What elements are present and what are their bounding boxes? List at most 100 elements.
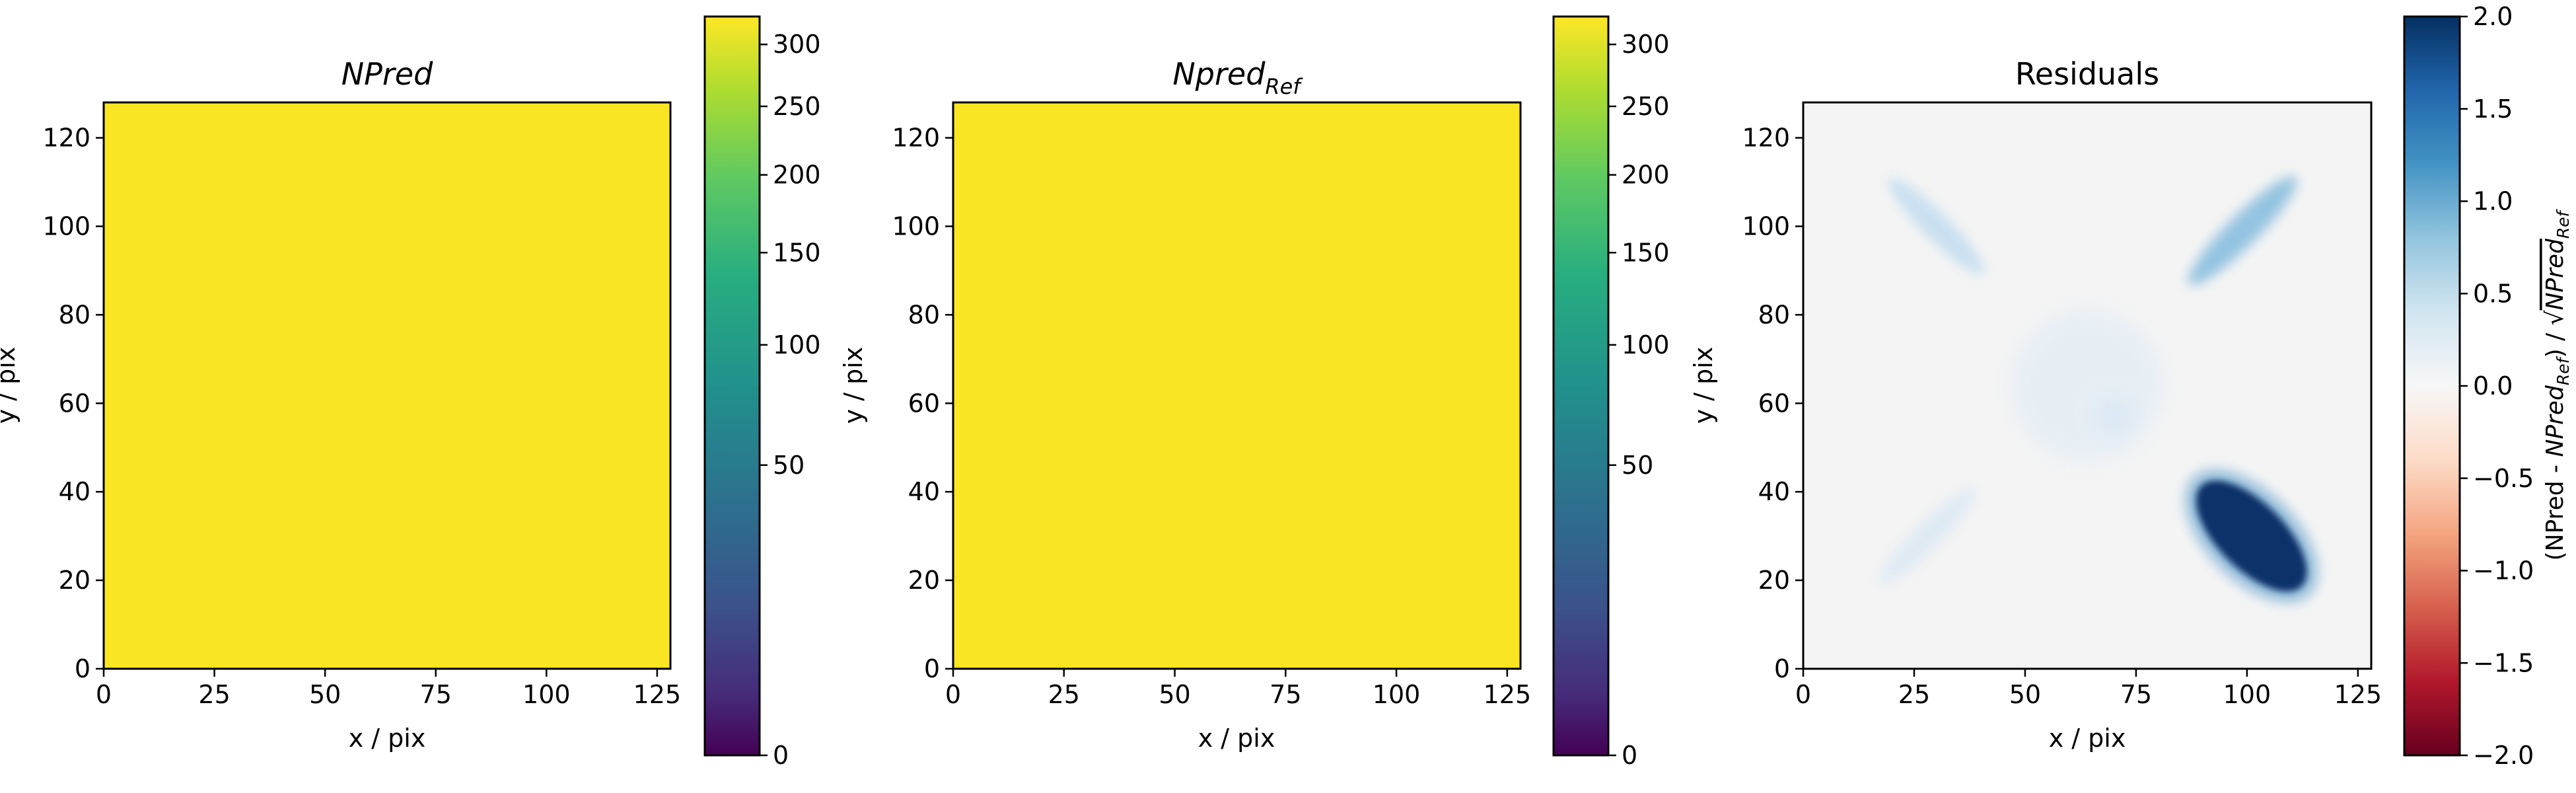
- npred-yticks: 0 20 40 60 80 100 120: [42, 124, 104, 683]
- npred-axes-frame: [102, 101, 672, 670]
- x-tick-label: 125: [633, 680, 682, 709]
- y-tick-label: 80: [1758, 300, 1790, 329]
- colorbar-tick-label: −1.5: [2473, 648, 2534, 677]
- x-tick-label: 125: [1484, 680, 1532, 709]
- y-tick-label: 60: [59, 389, 90, 418]
- colorbar-tick-label: 0: [1622, 741, 1637, 770]
- y-tick-label: 100: [42, 211, 90, 241]
- colorbar-tick-label: 50: [1622, 451, 1653, 480]
- residuals-xlabel: x / pix: [2049, 724, 2126, 753]
- residuals-yticks: 0 20 40 60 80 100 120: [1742, 124, 1803, 683]
- npred-colorbar-ticks: 0 50 100 150 200 250 300: [760, 30, 821, 770]
- x-tick-label: 25: [198, 680, 230, 709]
- colorbar-tick-label: −1.0: [2473, 556, 2534, 585]
- y-tick-label: 40: [59, 477, 90, 506]
- x-tick-label: 100: [522, 680, 571, 709]
- colorbar-tick-label: 1.5: [2473, 94, 2513, 124]
- x-tick-label: 100: [2223, 680, 2272, 709]
- x-tick-label: 50: [2009, 680, 2041, 709]
- y-tick-label: 120: [892, 124, 940, 153]
- y-tick-label: 100: [1742, 211, 1790, 241]
- colorbar-tick-label: 0.5: [2473, 279, 2513, 308]
- colorbar-tick-label: 100: [1622, 330, 1670, 359]
- colorbar-tick-label: 150: [1622, 238, 1670, 267]
- residuals-title: Residuals: [2015, 56, 2159, 92]
- y-tick-label: 120: [1742, 124, 1790, 153]
- npred-colorbar: [705, 17, 760, 755]
- colorbar-tick-label: 0: [773, 741, 789, 770]
- residual-features: [1879, 176, 2318, 603]
- colorbar-tick-label: 300: [1622, 30, 1670, 59]
- residual-blob: [1879, 488, 1976, 584]
- npred-ref-xticks: 0 25 50 75 100 125: [945, 669, 1531, 709]
- x-tick-label: 50: [309, 680, 341, 709]
- npred-image: [104, 102, 670, 669]
- npred-ref-ylabel: y / pix: [839, 347, 868, 424]
- y-tick-label: 20: [59, 566, 90, 595]
- npred-ref-yticks: 0 20 40 60 80 100 120: [892, 124, 953, 683]
- x-tick-label: 50: [1159, 680, 1190, 709]
- residual-blob: [2011, 310, 2163, 461]
- colorbar-tick-label: 50: [773, 451, 805, 480]
- y-tick-label: 60: [1758, 389, 1790, 418]
- residuals-ylabel: y / pix: [1689, 347, 1718, 424]
- x-tick-label: 25: [1048, 680, 1080, 709]
- npred-ref-axes-frame: [952, 101, 1522, 670]
- npred-ref-image: [953, 102, 1521, 669]
- y-tick-label: 20: [1758, 566, 1790, 595]
- y-tick-label: 80: [908, 300, 940, 329]
- residuals-axes-frame: [1802, 101, 2373, 670]
- colorbar-tick-label: 1.0: [2473, 187, 2513, 216]
- y-tick-label: 40: [1758, 477, 1790, 506]
- x-tick-label: 75: [1270, 680, 1301, 709]
- y-tick-label: 0: [924, 654, 940, 683]
- colorbar-tick-label: 150: [773, 238, 821, 267]
- colorbar-tick-label: 250: [773, 92, 821, 121]
- x-tick-label: 0: [96, 680, 112, 709]
- y-tick-label: 60: [908, 389, 940, 418]
- y-tick-label: 100: [892, 211, 940, 241]
- colorbar-tick-label: 250: [1622, 92, 1670, 121]
- x-tick-label: 0: [1795, 680, 1811, 709]
- colorbar-tick-label: −2.0: [2473, 741, 2534, 770]
- y-tick-label: 120: [42, 124, 90, 153]
- colorbar-tick-label: 0.0: [2473, 371, 2513, 400]
- npred-colorbar-frame: [703, 15, 761, 757]
- npred-ref-colorbar-ticks: 0 50 100 150 200 250 300: [1608, 30, 1670, 770]
- residual-blob: [2196, 480, 2307, 592]
- npred-title: NPred: [341, 56, 433, 92]
- x-tick-label: 100: [1373, 680, 1421, 709]
- npred-ref-colorbar: [1554, 17, 1608, 755]
- npred-xticks: 0 25 50 75 100 125: [96, 669, 681, 709]
- panel-residuals: Residuals 0 25 50 75 100 125 020406080100120 …: [1689, 2, 2573, 770]
- residuals-xticks: 0 25 50 75 100 125: [1795, 669, 2382, 709]
- residuals-colorbar-ticks: −2.0 −1.5 −1.0 −0.5 0.0 0.5 1.0 1.5 2.0: [2460, 2, 2534, 770]
- npred-ref-xlabel: x / pix: [1198, 724, 1275, 753]
- colorbar-tick-label: 200: [773, 161, 821, 190]
- x-tick-label: 125: [2334, 680, 2382, 709]
- y-tick-label: 40: [908, 477, 940, 506]
- colorbar-tick-label: 200: [1622, 161, 1670, 190]
- panel-npred: NPred 0 25 50 75 100 125 0 20 40 60 80 100 120 x / …: [0, 15, 821, 770]
- npred-ylabel: y / pix: [0, 347, 20, 424]
- y-tick-label: 0: [1774, 654, 1790, 683]
- npred-xlabel: x / pix: [349, 724, 426, 753]
- x-tick-label: 75: [420, 680, 452, 709]
- panel-npred-ref: NpredRef 0 25 50 75 100 125 0 20 40 60 80 100 120 x…: [839, 15, 1670, 770]
- y-tick-label: 0: [75, 654, 90, 683]
- residuals-colorbar-label: (NPred - NPredRef) / √NPredRef: [2542, 209, 2573, 560]
- residuals-colorbar: [2404, 17, 2460, 755]
- residual-blob: [2188, 176, 2297, 285]
- x-tick-label: 0: [945, 680, 961, 709]
- y-tick-label: 80: [59, 300, 90, 329]
- colorbar-tick-label: −0.5: [2473, 464, 2534, 493]
- npred-ref-colorbar-frame: [1552, 15, 1610, 757]
- colorbar-tick-label: 100: [773, 330, 821, 359]
- colorbar-tick-label: 300: [773, 30, 821, 59]
- npred-ref-title: NpredRef: [1172, 56, 1303, 99]
- residual-blob: [2094, 397, 2134, 437]
- x-tick-label: 25: [1898, 680, 1930, 709]
- residual-blob: [1888, 178, 1985, 275]
- y-tick-label: 20: [908, 566, 940, 595]
